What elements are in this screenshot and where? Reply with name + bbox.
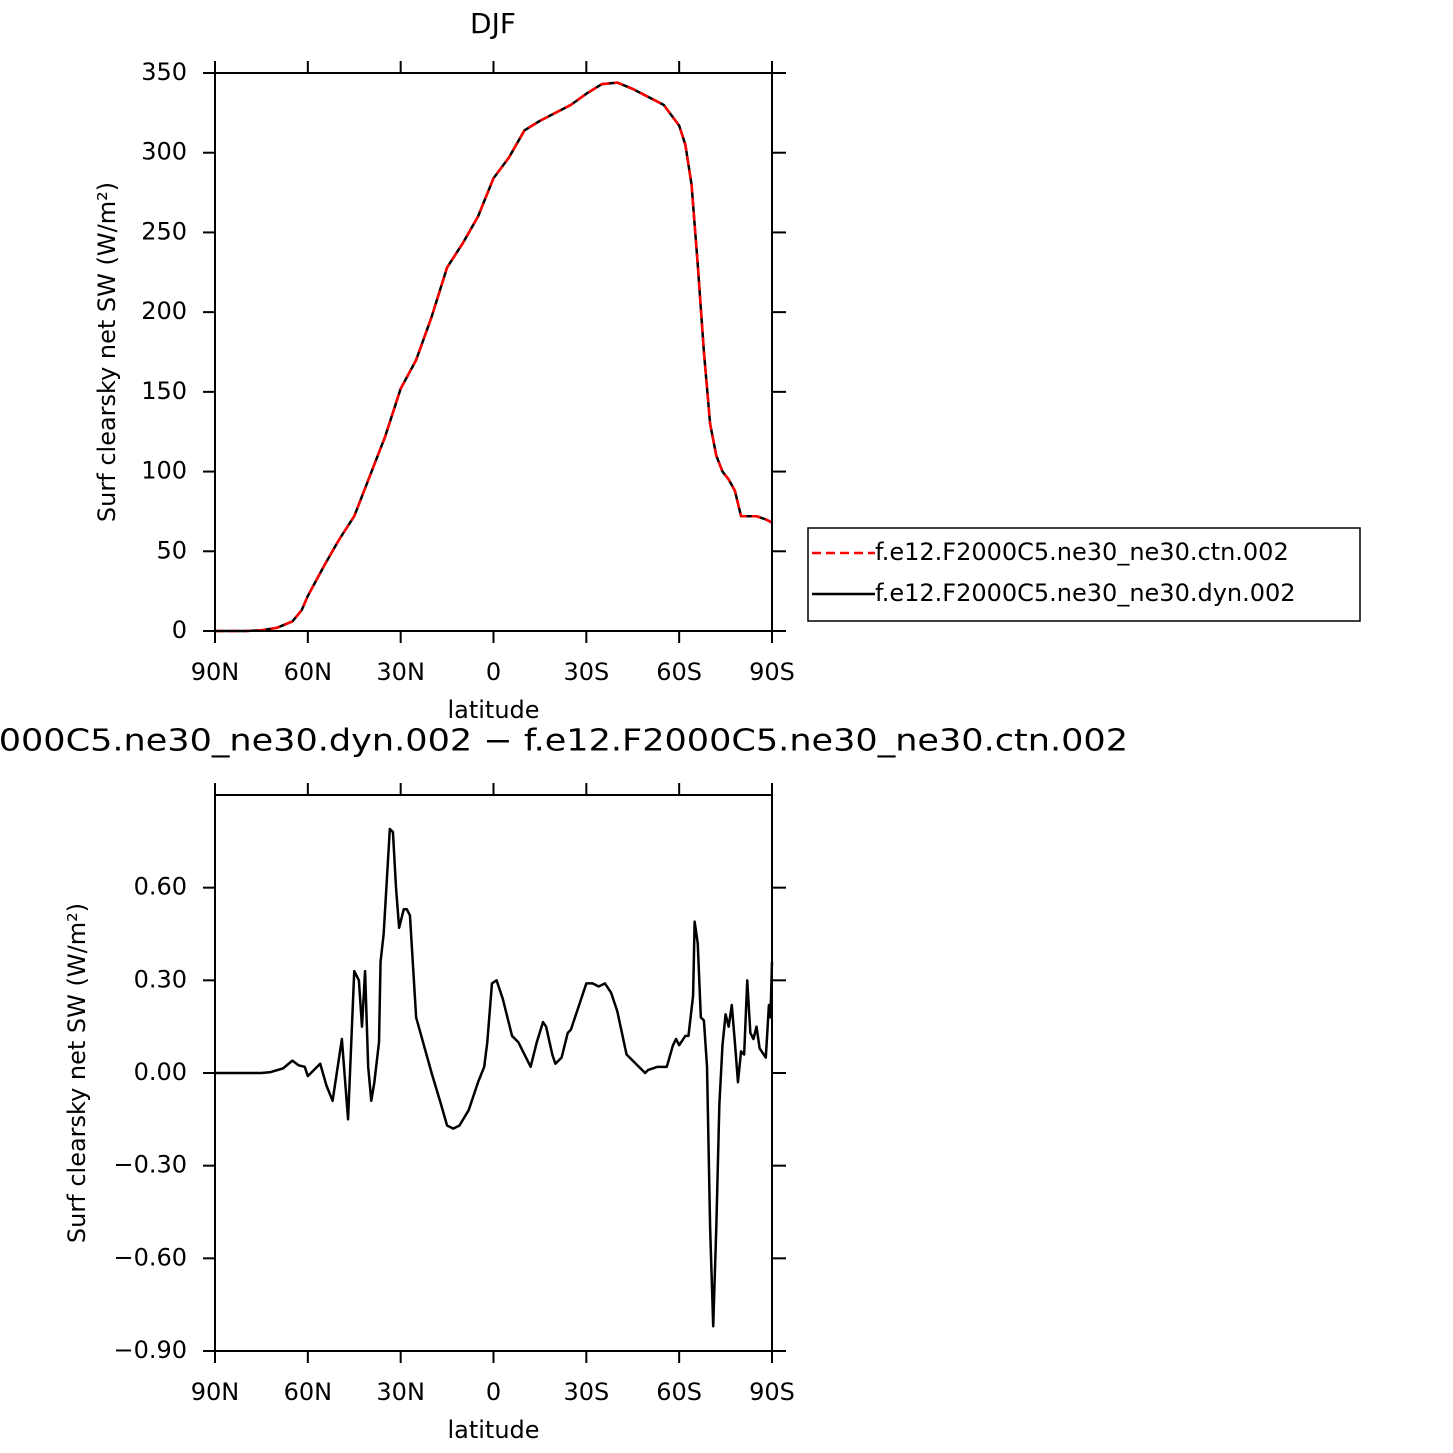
x-axis-label: latitude — [447, 1416, 539, 1444]
y-tick-label: −0.90 — [113, 1336, 187, 1364]
x-tick-label: 60N — [284, 1378, 333, 1406]
legend-label: f.e12.F2000C5.ne30_ne30.ctn.002 — [875, 538, 1289, 566]
y-tick-label: 50 — [156, 536, 187, 564]
x-tick-label: 60S — [656, 1378, 702, 1406]
y-tick-label: 0.30 — [134, 965, 187, 993]
data-line — [215, 827, 774, 1328]
x-tick-label: 30N — [376, 658, 425, 686]
legend-label: f.e12.F2000C5.ne30_ne30.dyn.002 — [875, 579, 1296, 607]
x-tick-label: 30S — [563, 658, 609, 686]
y-tick-label: −0.30 — [113, 1151, 187, 1179]
x-tick-label: 90N — [191, 1378, 240, 1406]
x-tick-label: 0 — [486, 658, 501, 686]
y-tick-label: 150 — [141, 377, 187, 405]
data-line — [215, 81, 773, 633]
chart-title: f.e12.F2000C5.ne30_ne30.dyn.002 − f.e12.… — [0, 724, 1128, 759]
x-tick-label: 90N — [191, 658, 240, 686]
chart-title: DJF — [470, 7, 516, 40]
legend-box — [807, 527, 1361, 622]
x-tick-label: 0 — [486, 1378, 501, 1406]
y-tick-label: 100 — [141, 457, 187, 485]
y-tick-label: 0 — [172, 616, 187, 644]
y-tick-label: −0.60 — [113, 1243, 187, 1271]
y-tick-label: 350 — [141, 58, 187, 86]
y-tick-label: 0.60 — [134, 873, 187, 901]
x-axis-label: latitude — [447, 696, 539, 724]
x-tick-label: 30N — [376, 1378, 425, 1406]
plot-frame — [214, 794, 773, 1352]
x-tick-label: 60S — [656, 658, 702, 686]
x-tick-label: 60N — [284, 658, 333, 686]
x-tick-label: 90S — [749, 1378, 795, 1406]
y-tick-label: 0.00 — [134, 1058, 187, 1086]
x-tick-label: 30S — [563, 1378, 609, 1406]
y-axis-label: Surf clearsky net SW (W/m²) — [93, 182, 121, 522]
y-tick-label: 250 — [141, 217, 187, 245]
y-tick-label: 200 — [141, 297, 187, 325]
y-tick-label: 300 — [141, 138, 187, 166]
x-tick-label: 90S — [749, 658, 795, 686]
y-axis-label: Surf clearsky net SW (W/m²) — [63, 903, 91, 1243]
